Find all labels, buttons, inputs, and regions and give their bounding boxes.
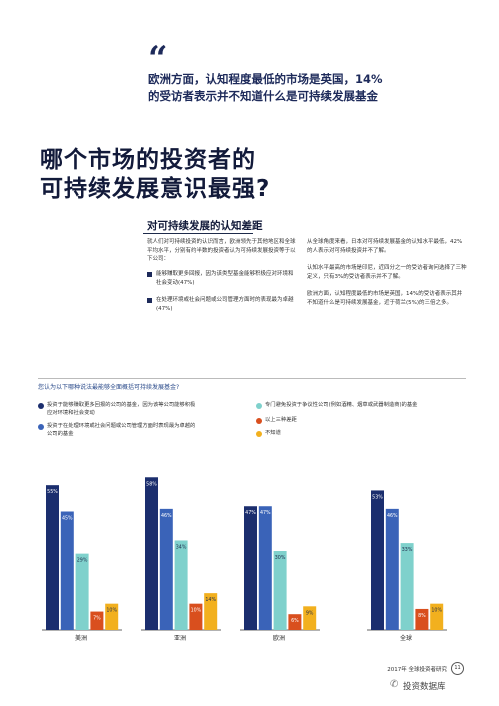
bar-value-label: 9%: [306, 610, 314, 616]
bar: [105, 603, 119, 630]
legend-label: 投资于能够赚取更多回报的公司的基金，因为该等公司能够积极应对环境和社会变动: [47, 402, 196, 416]
bar: [90, 611, 104, 630]
bar: [415, 608, 429, 630]
section-title-rule: [143, 233, 253, 234]
question-rule: [38, 378, 466, 379]
bar: [244, 506, 257, 630]
right-paragraph-2: 认知水平最高的市场是印尼，近四分之一的受访者询问选择了三种定义，只有3%的受访者…: [307, 265, 467, 280]
legend-swatch: [38, 424, 44, 430]
bar-value-label: 47%: [260, 510, 271, 516]
bar: [273, 551, 287, 630]
bar: [385, 508, 399, 630]
bar: [400, 543, 414, 630]
bar: [258, 506, 272, 630]
bar-value-label: 33%: [402, 547, 413, 553]
left-paragraph: 就人们对可持续投资的认识而言，欧洲领先于其他地区和全球平均水平，分别有约半数的投…: [147, 239, 296, 262]
legend-label: 不知道: [265, 430, 281, 436]
legend-swatch: [256, 418, 262, 424]
bar: [303, 606, 317, 630]
category-label: 全球: [400, 634, 412, 642]
bar-value-label: 10%: [431, 608, 442, 614]
bar-value-label: 47%: [245, 510, 256, 516]
bar-value-label: 34%: [176, 544, 187, 550]
bar-value-label: 46%: [161, 513, 172, 519]
bar: [159, 508, 173, 630]
bar-value-label: 58%: [146, 481, 157, 487]
bar-value-label: 6%: [291, 618, 299, 624]
right-paragraph-1: 从全球角度来看，日本对可持续发展基金的认知水平最低，42%的人表示对可持续投资并…: [307, 239, 463, 254]
bar: [371, 490, 384, 630]
legend-swatch: [256, 431, 262, 437]
bullet-item: 在处理环境或社会问题或公司管理方面时的表现最为卓越(47%): [156, 297, 294, 312]
footer-text: 2017年 全球投资者研究: [387, 667, 447, 673]
bar-value-label: 10%: [106, 608, 117, 614]
bar: [204, 593, 218, 630]
bar: [46, 485, 59, 630]
watermark: 投资数据库: [403, 682, 446, 692]
page-headline: 哪个市场的投资者的 可持续发展意识最强?: [40, 146, 270, 204]
bullet-item: 能够赚取更多回报，因为该类型基金能够积极应对环境和社会变动(47%): [156, 271, 294, 286]
category-label: 亚洲: [174, 635, 186, 642]
bullet-square: [147, 298, 152, 303]
bar-value-label: 14%: [205, 597, 216, 603]
bar-value-label: 7%: [93, 616, 101, 622]
bar-value-label: 29%: [77, 558, 88, 564]
bar-value-label: 55%: [47, 489, 58, 495]
bullet-square: [147, 272, 152, 277]
headline-line1: 哪个市场的投资者的: [40, 147, 256, 173]
section-title: 对可持续发展的认知差距: [147, 220, 263, 232]
survey-question: 您认为以下哪种说法最能够全面概括可持续发展基金?: [38, 384, 180, 391]
bar-value-label: 45%: [62, 516, 73, 522]
bar-value-label: 53%: [372, 494, 383, 500]
bar-value-label: 8%: [418, 613, 426, 619]
bar: [60, 511, 74, 630]
legend-label: 以上三种差距: [265, 417, 297, 423]
legend-label: 投资于在处理环境或社会问题或公司管理方面时表现最为卓越的公司的基金: [47, 423, 196, 437]
page-number: 11: [451, 662, 464, 675]
wechat-icon: ✆: [390, 679, 399, 690]
quote-mark: “: [148, 39, 168, 79]
headline-line2: 可持续发展意识最强?: [40, 176, 271, 202]
bar: [174, 540, 188, 630]
pull-quote: 欧洲方面，认知程度最低的市场是英国，14%的受访者表示并不知道什么是可持续发展基…: [148, 72, 383, 103]
legend-label: 专门避免投资于争议性公司(例如酒精、烟草或武器制造商)的基金: [265, 402, 418, 408]
bar-value-label: 10%: [191, 608, 202, 614]
category-label: 美洲: [75, 634, 87, 642]
category-label: 欧洲: [273, 634, 285, 642]
bar: [430, 603, 444, 630]
bar: [145, 477, 158, 630]
right-paragraph-3: 欧洲方面，认知程度最低的市场是英国，14%的受访者表示其并不知道什么是可持续发展…: [307, 291, 463, 306]
bar: [75, 553, 89, 630]
bar: [288, 614, 302, 630]
bar-value-label: 30%: [275, 555, 286, 561]
legend-swatch: [256, 403, 262, 409]
bar: [189, 603, 203, 630]
bar-value-label: 46%: [387, 513, 398, 519]
legend-swatch: [38, 403, 44, 409]
